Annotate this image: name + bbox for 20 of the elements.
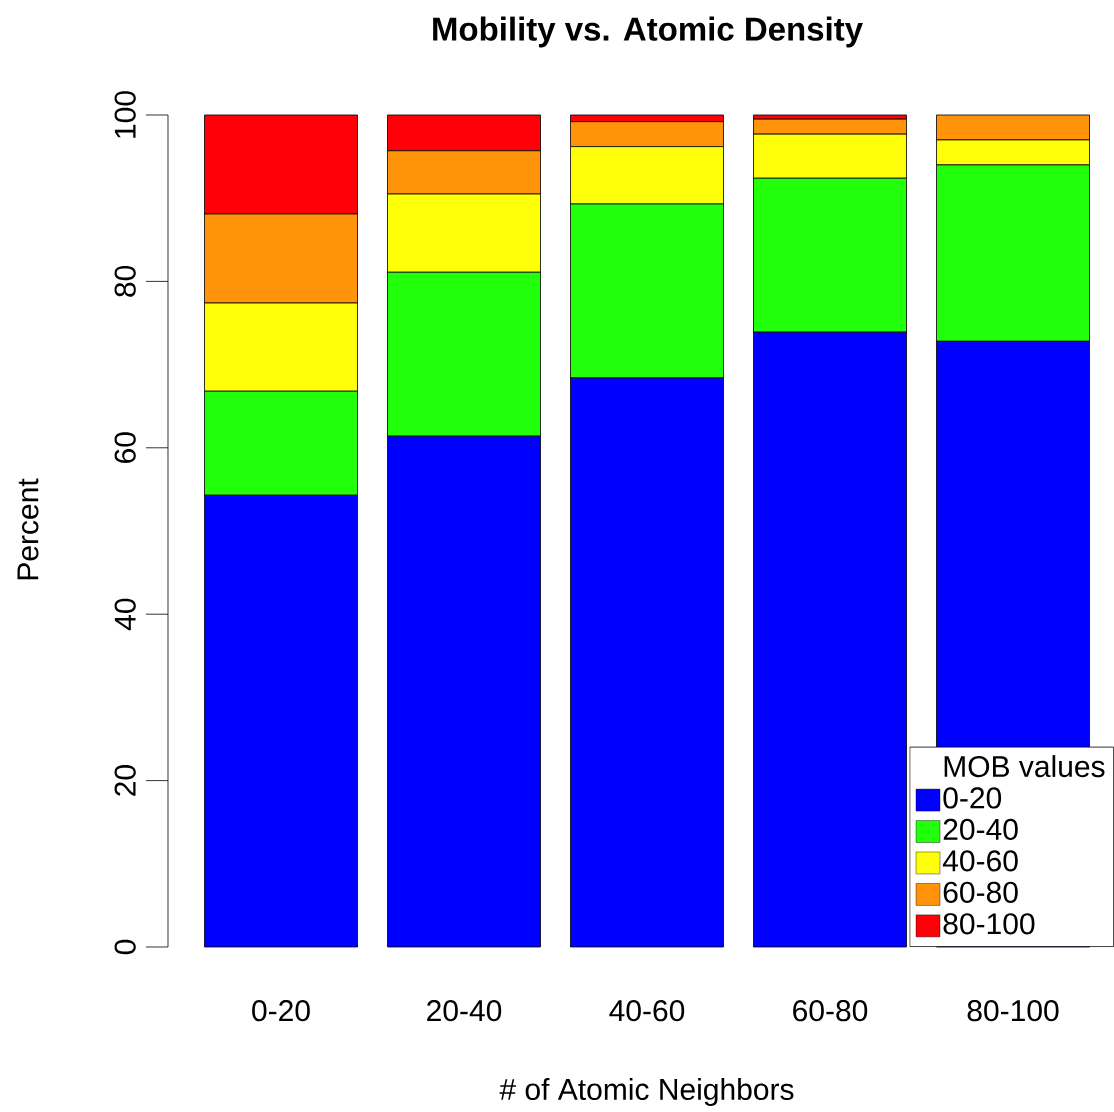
legend-label: 0-20	[943, 787, 1002, 809]
x-tick-label: 20-40	[427, 1000, 502, 1022]
x-axis-title: # of Atomic Neighbors	[499, 1078, 794, 1106]
y-tick-label: 80	[114, 265, 136, 297]
legend-label: 80-100	[943, 913, 1035, 935]
legend-label: 60-80	[943, 881, 1018, 903]
y-tick-label: 0	[114, 939, 136, 955]
legend-label: 20-40	[943, 818, 1018, 841]
y-tick-label: 100	[114, 91, 136, 138]
chart-title: Mobility vs. Atomic Density	[433, 16, 863, 48]
y-axis-title: Percent	[17, 478, 39, 580]
x-tick-label: 60-80	[793, 1000, 868, 1022]
x-tick-label: 40-60	[609, 1000, 685, 1022]
x-tick-label: 0-20	[252, 1000, 310, 1022]
y-tick-label: 20	[114, 765, 136, 796]
legend-title: MOB values	[944, 755, 1105, 778]
y-tick-label: 60	[114, 432, 136, 463]
y-tick-label: 40	[114, 598, 136, 631]
x-tick-label: 80-100	[967, 1000, 1059, 1022]
legend-label: 40-60	[942, 850, 1018, 872]
